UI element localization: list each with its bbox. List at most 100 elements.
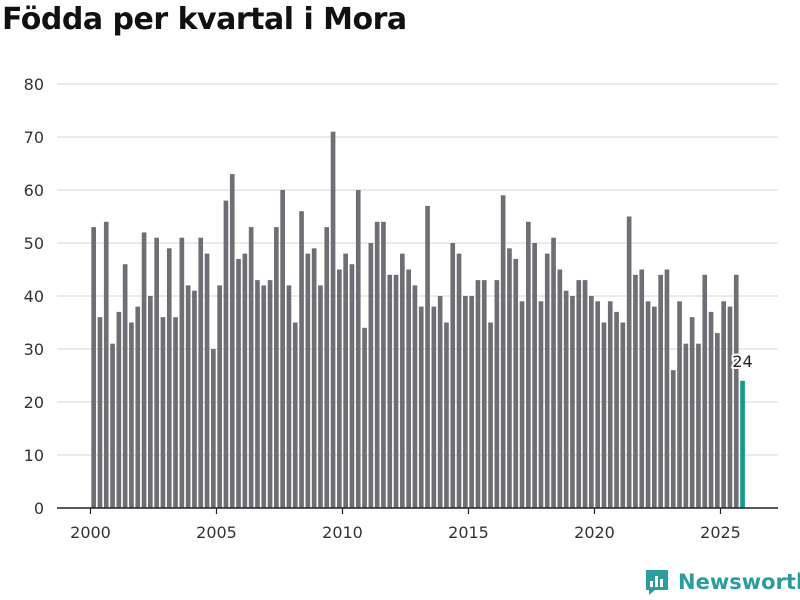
y-tick-label: 30 [24,340,44,359]
bar [412,285,418,508]
bar [658,274,663,508]
newsworthy-logo-icon [646,570,668,595]
bar [311,248,317,509]
x-tick-label: 2020 [574,523,615,542]
bar [670,370,676,508]
y-tick-label: 60 [24,181,44,200]
bar [141,232,147,508]
y-tick-label: 20 [24,393,44,412]
bar [733,274,739,508]
bar [519,301,525,508]
bar [267,280,273,508]
bar [343,253,348,508]
bar [97,317,103,508]
bar [330,131,336,508]
bar [292,322,298,508]
annotations: 24 [730,350,754,373]
bar [538,301,544,508]
bar [148,296,153,508]
bar [639,269,645,508]
bar [280,190,285,508]
bar [526,221,531,509]
bar [437,296,443,508]
bar [122,264,128,508]
bar [324,227,330,508]
bar [570,296,575,508]
bar [349,264,355,508]
bar [589,296,594,508]
bar [463,296,468,508]
x-axis-ticks: 2000 2005 2010 2015 2020 2025 [70,508,741,542]
bar [614,311,619,508]
bar [677,301,682,508]
bar [103,221,109,509]
bar [450,243,456,508]
newsworthy-logo-text: Newsworthy [678,570,800,594]
bar [406,269,411,508]
y-tick-label: 0 [34,499,44,518]
y-tick-label: 10 [24,446,44,465]
bar [633,274,638,508]
bar [362,327,367,508]
bar [481,280,487,508]
bar [166,248,172,509]
bar [696,343,701,508]
bar [689,317,695,508]
bar [513,258,519,508]
bar [229,174,235,508]
x-tick-label: 2000 [70,523,111,542]
bar [715,333,720,508]
bar [355,190,361,508]
bar [154,237,159,508]
bar [488,322,493,508]
bar [223,200,229,508]
bar [652,306,657,508]
bar [431,306,437,508]
bar [160,317,166,508]
bar [544,253,550,508]
bar [469,296,474,508]
bar [532,243,537,508]
y-tick-label: 40 [24,287,44,306]
bar [645,301,651,508]
bar [337,269,342,508]
x-tick-label: 2010 [322,523,363,542]
bar [727,306,733,508]
bar [683,343,689,508]
latest-value-label: 24 [732,352,752,371]
bar [456,253,462,508]
bar [387,274,393,508]
bar [242,253,248,508]
bar [702,274,708,508]
bar [400,253,405,508]
bar [374,221,380,509]
bar [173,317,178,508]
bar [494,280,500,508]
x-tick-label: 2015 [448,523,489,542]
bar [418,306,424,508]
bar [551,237,556,508]
bar [274,227,279,508]
bar [444,322,449,508]
bar [500,195,506,509]
bar [255,280,260,508]
bars [91,131,745,509]
bar [582,280,588,508]
bar [204,253,210,508]
bar [299,211,304,508]
y-tick-label: 50 [24,234,44,253]
bar [116,311,122,508]
bar [261,285,267,508]
x-tick-label: 2025 [700,523,741,542]
bar [425,205,430,508]
bar [393,274,399,508]
bar [576,280,582,508]
y-tick-label: 70 [24,128,44,147]
bar [368,243,374,508]
bar [507,248,512,509]
bar [135,306,141,508]
bar [601,322,607,508]
x-tick-label: 2005 [196,523,237,542]
bar [721,301,726,508]
